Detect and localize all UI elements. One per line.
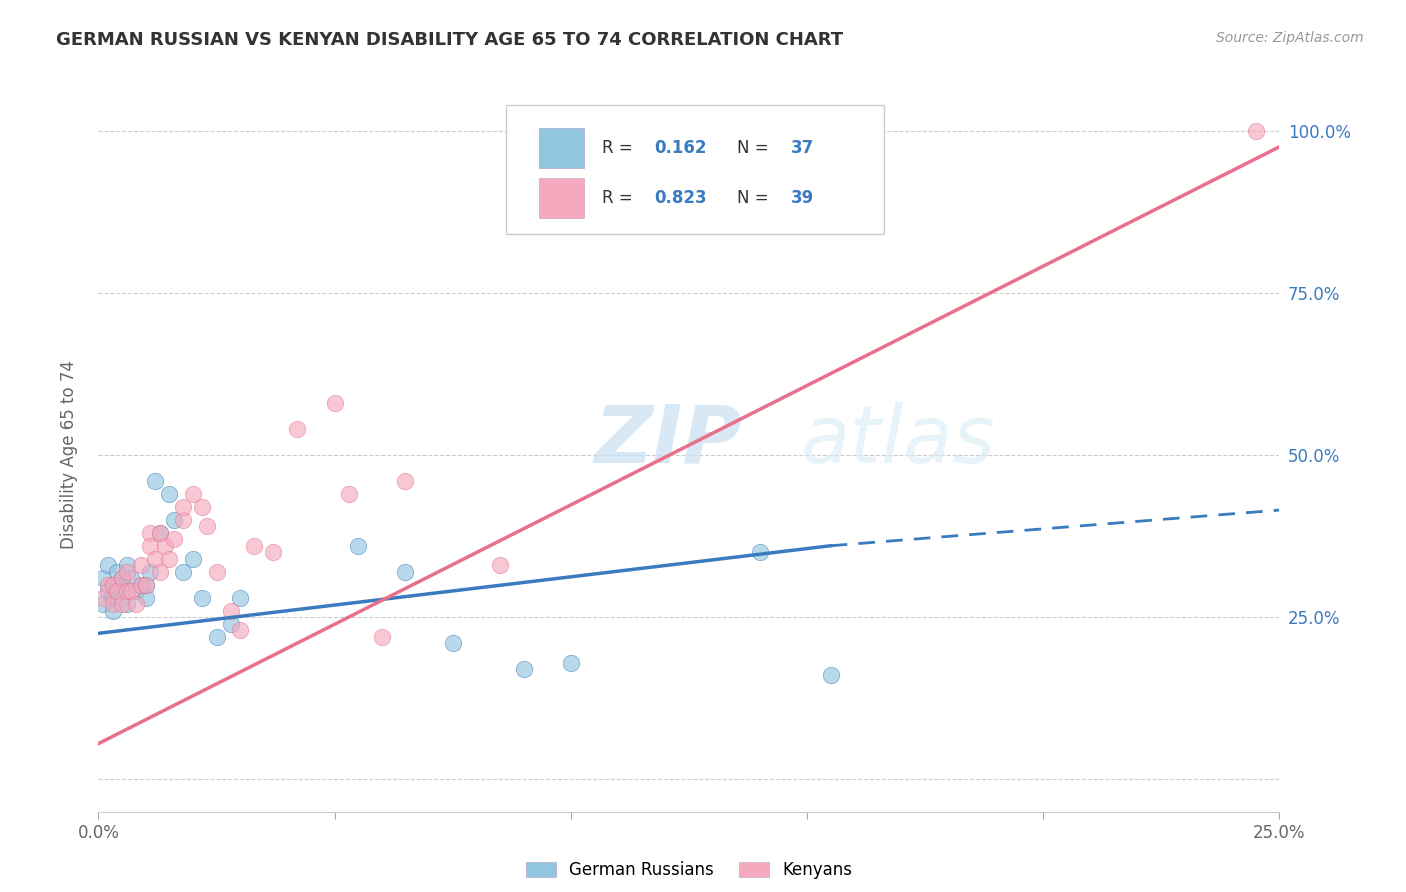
Point bbox=[111, 597, 134, 611]
Point bbox=[323, 396, 346, 410]
Point bbox=[139, 565, 162, 579]
Point bbox=[157, 487, 180, 501]
Point bbox=[143, 551, 166, 566]
Text: R =: R = bbox=[602, 139, 637, 157]
FancyBboxPatch shape bbox=[538, 128, 583, 168]
Point bbox=[347, 539, 370, 553]
Point bbox=[97, 584, 120, 599]
Text: N =: N = bbox=[737, 139, 775, 157]
Point bbox=[97, 558, 120, 573]
Point bbox=[105, 584, 128, 599]
Point bbox=[172, 513, 194, 527]
Point bbox=[101, 591, 124, 605]
Point bbox=[219, 616, 242, 631]
Point bbox=[748, 545, 770, 559]
Point bbox=[153, 539, 176, 553]
Y-axis label: Disability Age 65 to 74: Disability Age 65 to 74 bbox=[59, 360, 77, 549]
Point bbox=[135, 577, 157, 591]
Point bbox=[205, 565, 228, 579]
Text: N =: N = bbox=[737, 189, 775, 207]
Point bbox=[560, 656, 582, 670]
Point bbox=[149, 525, 172, 540]
Point bbox=[205, 630, 228, 644]
Point bbox=[105, 584, 128, 599]
Point bbox=[149, 565, 172, 579]
Point bbox=[139, 539, 162, 553]
Point bbox=[219, 604, 242, 618]
Text: R =: R = bbox=[602, 189, 637, 207]
Point bbox=[91, 597, 114, 611]
Point bbox=[191, 591, 214, 605]
Point bbox=[195, 519, 218, 533]
Point bbox=[111, 571, 134, 585]
Point bbox=[101, 577, 124, 591]
Point bbox=[243, 539, 266, 553]
Text: 37: 37 bbox=[790, 139, 814, 157]
Point bbox=[91, 591, 114, 605]
Point bbox=[121, 584, 143, 599]
Point bbox=[371, 630, 394, 644]
Point bbox=[394, 474, 416, 488]
Text: 0.823: 0.823 bbox=[655, 189, 707, 207]
Point bbox=[97, 577, 120, 591]
Point bbox=[139, 525, 162, 540]
Point bbox=[125, 584, 148, 599]
Point bbox=[111, 577, 134, 591]
Point bbox=[129, 558, 152, 573]
Point bbox=[101, 577, 124, 591]
Text: Source: ZipAtlas.com: Source: ZipAtlas.com bbox=[1216, 31, 1364, 45]
Point bbox=[489, 558, 512, 573]
Point bbox=[1244, 123, 1267, 137]
Point bbox=[229, 623, 252, 637]
Text: 0.162: 0.162 bbox=[655, 139, 707, 157]
Point bbox=[441, 636, 464, 650]
Point bbox=[157, 551, 180, 566]
Point bbox=[163, 513, 186, 527]
Point bbox=[121, 571, 143, 585]
Point bbox=[181, 551, 204, 566]
Point bbox=[149, 525, 172, 540]
Point bbox=[820, 668, 842, 682]
Legend: German Russians, Kenyans: German Russians, Kenyans bbox=[519, 855, 859, 886]
Point bbox=[229, 591, 252, 605]
Point bbox=[115, 558, 138, 573]
Point bbox=[181, 487, 204, 501]
Point bbox=[129, 577, 152, 591]
Point bbox=[91, 571, 114, 585]
Point bbox=[105, 565, 128, 579]
Point bbox=[101, 597, 124, 611]
Point bbox=[172, 500, 194, 514]
Point bbox=[191, 500, 214, 514]
Text: atlas: atlas bbox=[801, 401, 995, 480]
Point bbox=[512, 662, 534, 676]
Point bbox=[262, 545, 284, 559]
Point bbox=[172, 565, 194, 579]
FancyBboxPatch shape bbox=[538, 178, 583, 218]
Text: ZIP: ZIP bbox=[595, 401, 742, 480]
Point bbox=[111, 591, 134, 605]
Text: GERMAN RUSSIAN VS KENYAN DISABILITY AGE 65 TO 74 CORRELATION CHART: GERMAN RUSSIAN VS KENYAN DISABILITY AGE … bbox=[56, 31, 844, 49]
Point bbox=[135, 591, 157, 605]
Text: 39: 39 bbox=[790, 189, 814, 207]
Point bbox=[129, 577, 152, 591]
Point bbox=[115, 565, 138, 579]
Point bbox=[143, 474, 166, 488]
Point bbox=[163, 533, 186, 547]
Point bbox=[115, 584, 138, 599]
Point bbox=[115, 597, 138, 611]
Point bbox=[111, 571, 134, 585]
Point bbox=[285, 422, 308, 436]
FancyBboxPatch shape bbox=[506, 105, 884, 234]
Point bbox=[394, 565, 416, 579]
Point bbox=[337, 487, 360, 501]
Point bbox=[125, 597, 148, 611]
Point bbox=[101, 604, 124, 618]
Point bbox=[135, 577, 157, 591]
